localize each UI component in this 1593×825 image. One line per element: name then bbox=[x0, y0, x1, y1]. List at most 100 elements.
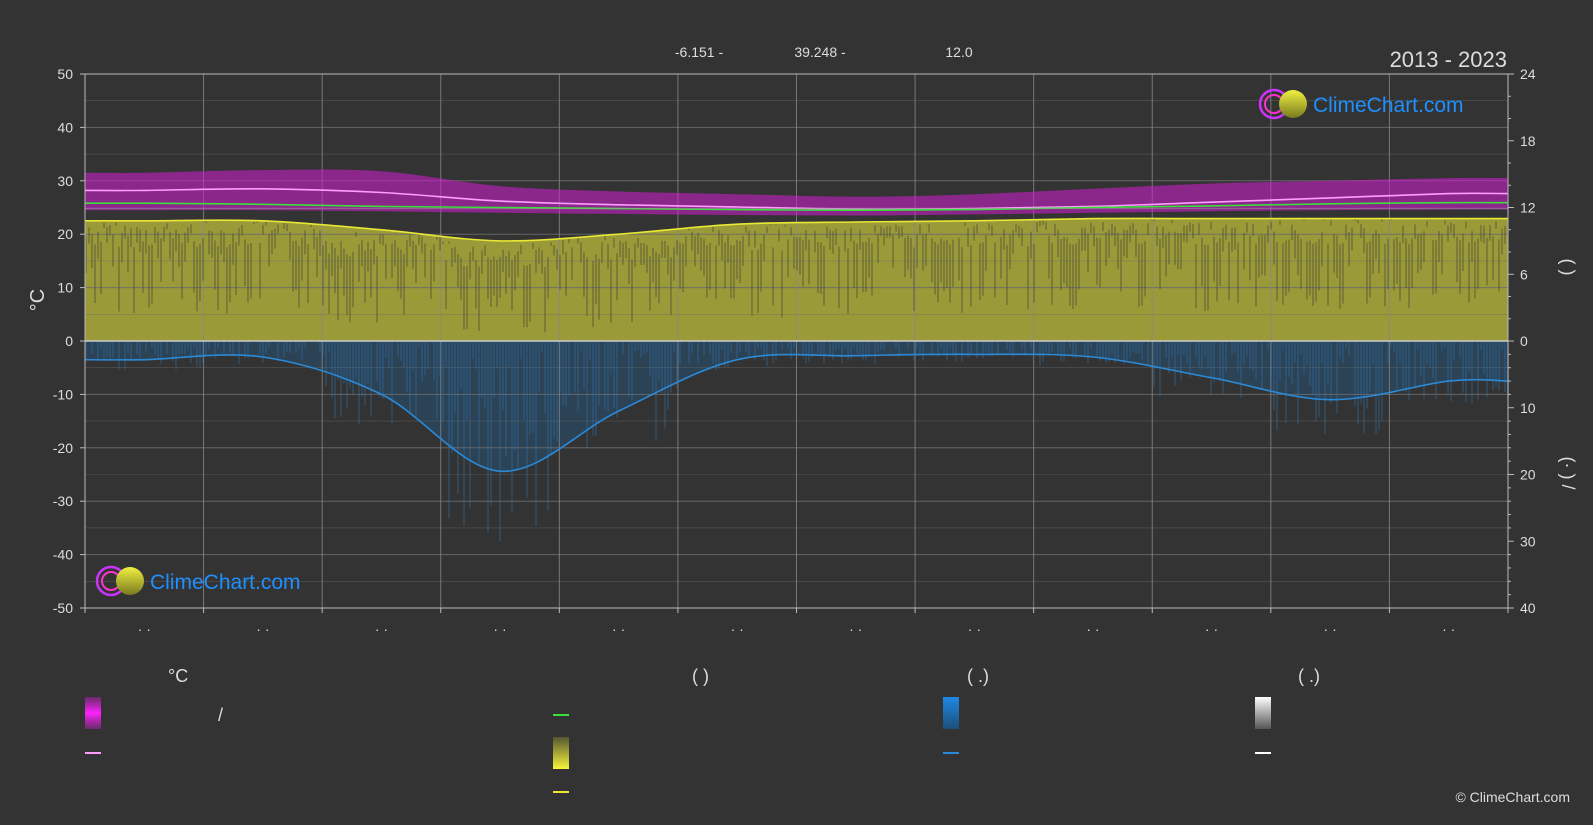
rain-texture bbox=[535, 341, 537, 526]
rain-texture bbox=[1198, 341, 1200, 367]
sun-texture bbox=[1186, 225, 1188, 243]
sun-texture bbox=[1261, 234, 1263, 275]
rain-texture bbox=[106, 341, 108, 356]
sun-texture bbox=[1501, 228, 1503, 255]
sun-texture bbox=[1390, 219, 1392, 221]
rain-texture bbox=[793, 341, 795, 349]
rain-texture bbox=[697, 341, 699, 363]
sun-texture bbox=[94, 244, 96, 303]
rain-texture bbox=[1288, 341, 1290, 377]
rain-texture bbox=[1477, 341, 1479, 400]
rain-texture bbox=[1249, 341, 1251, 369]
sun-texture bbox=[775, 224, 777, 225]
sun-texture bbox=[259, 243, 261, 299]
sun-texture bbox=[1366, 242, 1368, 304]
rain-texture bbox=[1357, 341, 1359, 425]
rain-texture bbox=[1126, 341, 1128, 363]
rain-texture bbox=[217, 341, 219, 348]
sun-texture bbox=[1036, 222, 1038, 233]
sun-texture bbox=[718, 230, 720, 246]
sun-texture bbox=[607, 244, 609, 269]
sun-texture bbox=[1297, 234, 1299, 276]
rain-texture bbox=[151, 341, 153, 349]
sun-texture bbox=[802, 240, 804, 287]
x-tick-label: · · bbox=[612, 621, 625, 637]
sun-texture bbox=[1171, 219, 1173, 223]
sun-texture bbox=[1015, 224, 1017, 233]
rain-texture bbox=[1246, 341, 1248, 356]
rain-texture bbox=[1324, 341, 1326, 434]
sun-texture bbox=[1468, 242, 1470, 303]
sun-texture bbox=[1399, 242, 1401, 301]
sun-texture bbox=[1318, 239, 1320, 291]
sun-texture bbox=[937, 244, 939, 303]
sun-texture bbox=[115, 222, 117, 226]
sun-texture bbox=[1078, 238, 1080, 290]
rain-texture bbox=[559, 341, 561, 392]
rain-texture bbox=[496, 341, 498, 369]
rain-texture bbox=[190, 341, 192, 364]
sun-texture bbox=[1309, 240, 1311, 296]
rain-texture bbox=[1141, 341, 1143, 360]
sun-texture bbox=[463, 266, 465, 330]
sun-texture bbox=[667, 245, 669, 275]
sun-texture bbox=[166, 223, 168, 230]
sun-texture bbox=[739, 241, 741, 284]
rain-texture bbox=[868, 341, 870, 358]
rain-texture bbox=[676, 341, 678, 389]
rain-texture bbox=[1393, 341, 1395, 352]
sun-texture bbox=[1336, 235, 1338, 278]
sun-texture bbox=[1090, 222, 1092, 234]
right-axis-top-label: ( ) bbox=[1558, 259, 1578, 276]
sun-texture bbox=[973, 226, 975, 241]
longitude-text: 39.248 - bbox=[794, 44, 846, 60]
rain-texture bbox=[1495, 341, 1497, 388]
sun-texture bbox=[1180, 233, 1182, 270]
rain-texture bbox=[478, 341, 480, 464]
rain-texture bbox=[1033, 341, 1035, 356]
rain-texture bbox=[433, 341, 435, 380]
rain-texture bbox=[931, 341, 933, 355]
sun-texture bbox=[1279, 220, 1281, 225]
rain-texture bbox=[1471, 341, 1473, 404]
rain-texture bbox=[1165, 341, 1167, 359]
sun-texture bbox=[520, 244, 522, 255]
rain-texture bbox=[1114, 341, 1116, 363]
sun-texture bbox=[946, 240, 948, 289]
rain-texture bbox=[1369, 341, 1371, 392]
rain-texture bbox=[415, 341, 417, 418]
rain-texture bbox=[472, 341, 474, 359]
rain-texture bbox=[238, 341, 240, 364]
rain-texture bbox=[943, 341, 945, 354]
rain-texture bbox=[1222, 341, 1224, 395]
rain-texture bbox=[907, 341, 909, 349]
sun-texture bbox=[889, 226, 891, 238]
sun-texture bbox=[958, 237, 960, 281]
rain-texture bbox=[1030, 341, 1032, 349]
sun-texture bbox=[1231, 227, 1233, 252]
rain-texture bbox=[1504, 341, 1506, 392]
sun-texture bbox=[1396, 237, 1398, 284]
rain-texture bbox=[481, 341, 483, 399]
rain-texture bbox=[1372, 341, 1374, 365]
sun-texture bbox=[1057, 229, 1059, 258]
sun-texture bbox=[1330, 220, 1332, 226]
rain-texture bbox=[922, 341, 924, 361]
sun-texture bbox=[1312, 243, 1314, 307]
sun-texture bbox=[508, 251, 510, 278]
sun-texture bbox=[880, 225, 882, 236]
sun-texture bbox=[568, 236, 570, 243]
sun-texture bbox=[691, 231, 693, 251]
rain-texture bbox=[832, 341, 834, 360]
sun-texture bbox=[433, 244, 435, 282]
sun-texture bbox=[1192, 224, 1194, 239]
rain-texture bbox=[1381, 341, 1383, 421]
left-tick-label: 50 bbox=[57, 66, 73, 82]
sun-texture bbox=[1402, 225, 1404, 244]
sun-texture bbox=[598, 258, 600, 320]
sun-texture bbox=[187, 227, 189, 243]
sun-texture bbox=[544, 266, 546, 333]
sun-texture bbox=[529, 263, 531, 322]
sun-texture bbox=[331, 243, 333, 277]
